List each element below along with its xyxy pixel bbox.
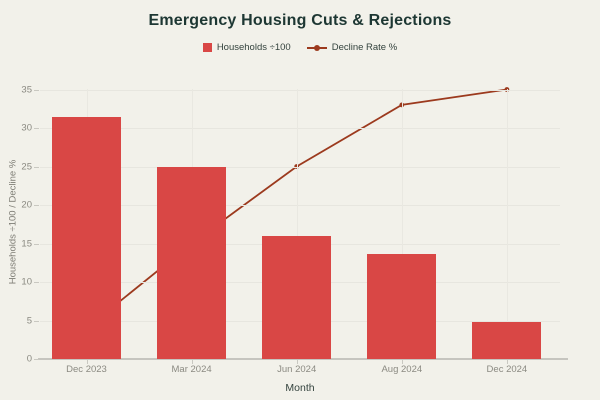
x-tick-label: Mar 2024 bbox=[171, 364, 212, 375]
v-gridline bbox=[296, 89, 298, 359]
x-tick-mark bbox=[506, 360, 508, 364]
y-tick-label: 0 bbox=[26, 353, 32, 365]
bar-dec-2024 bbox=[472, 322, 542, 359]
legend-square-swatch bbox=[202, 43, 212, 52]
legend-label: Decline Rate % bbox=[331, 42, 398, 53]
x-tick-mark bbox=[86, 360, 88, 364]
y-tick-mark bbox=[34, 243, 39, 245]
y-tick-label: 30 bbox=[21, 122, 32, 134]
y-tick-mark bbox=[34, 282, 39, 283]
h-gridline bbox=[40, 205, 560, 206]
x-tick-mark bbox=[191, 360, 193, 364]
y-tick-label: 25 bbox=[21, 161, 32, 172]
legend-item: Decline Rate % bbox=[306, 42, 398, 53]
x-tick-label: Jun 2024 bbox=[277, 364, 317, 375]
bar-aug-2024 bbox=[367, 253, 437, 359]
bar-dec-2023 bbox=[52, 117, 121, 359]
x-tick-label: Dec 2024 bbox=[486, 364, 528, 375]
x-tick-mark bbox=[401, 360, 403, 364]
x-tick-mark bbox=[296, 360, 298, 364]
plot-area: 0 5 10 15 20 25 30 35 Dec 2023 Mar 2024 Jun 2024 Au… bbox=[21, 84, 568, 375]
legend-item: Households ÷100 bbox=[202, 42, 291, 53]
h-gridline bbox=[40, 89, 560, 91]
legend-label: Households ÷100 bbox=[216, 42, 291, 53]
y-tick-mark bbox=[34, 205, 39, 206]
legend: Households ÷100 Decline Rate % bbox=[0, 42, 600, 53]
y-tick-mark bbox=[34, 320, 39, 322]
legend-line-swatch bbox=[306, 43, 327, 52]
bar-jun-2024 bbox=[262, 235, 332, 359]
y-tick-mark bbox=[34, 166, 39, 168]
bar-mar-2024 bbox=[157, 166, 227, 359]
v-gridline bbox=[506, 89, 508, 359]
chart-title: Emergency Housing Cuts & Rejections bbox=[148, 12, 452, 29]
x-tick-label: Aug 2024 bbox=[381, 364, 423, 375]
y-tick-label: 10 bbox=[21, 276, 32, 288]
x-axis-title: Month bbox=[285, 382, 315, 394]
h-gridline bbox=[40, 166, 560, 168]
y-tick-mark bbox=[34, 359, 39, 360]
y-tick-mark bbox=[34, 89, 39, 91]
x-axis-line bbox=[38, 358, 568, 360]
h-gridline bbox=[40, 128, 560, 129]
y-axis-label: Households ÷100 / Decline % bbox=[7, 159, 19, 285]
y-tick-label: 15 bbox=[21, 238, 32, 249]
y-tick-label: 35 bbox=[21, 84, 32, 95]
y-tick-label: 5 bbox=[26, 315, 32, 326]
x-tick-label: Dec 2023 bbox=[66, 364, 107, 375]
y-tick-label: 20 bbox=[21, 199, 32, 211]
y-tick-mark bbox=[34, 128, 39, 129]
v-gridline bbox=[401, 89, 403, 359]
